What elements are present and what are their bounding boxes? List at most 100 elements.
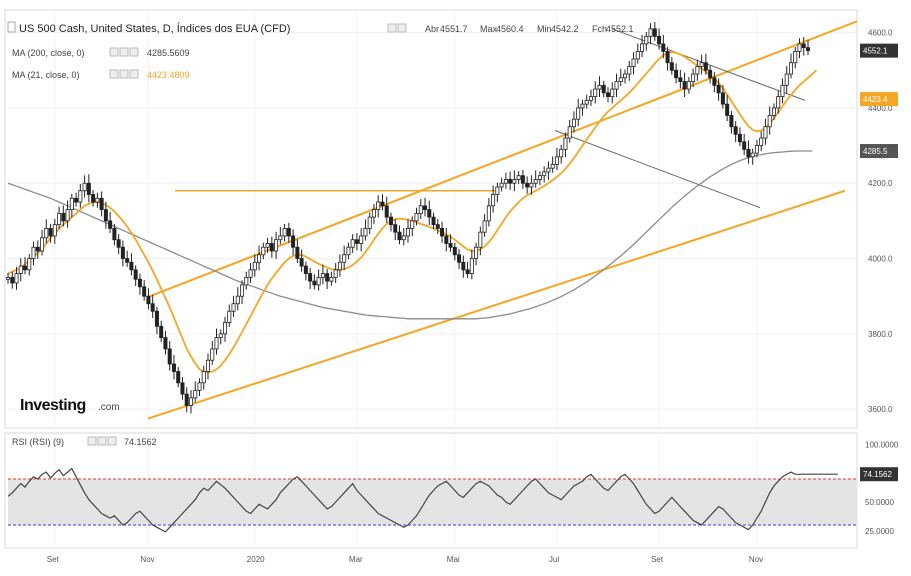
candle-body [325, 273, 330, 282]
close-value: 4552.1 [606, 24, 634, 34]
collapse-icon[interactable] [7, 21, 16, 33]
ma200-line [7, 150, 813, 320]
candle-body [478, 231, 483, 248]
open-value: 4551.7 [440, 24, 468, 34]
candle-body [529, 182, 534, 188]
candle-body [248, 269, 253, 278]
settings-box-icon[interactable] [129, 47, 139, 57]
candle-body [559, 148, 564, 158]
candle-body [235, 295, 240, 305]
settings-box-icon[interactable] [387, 23, 397, 33]
candle-body [746, 148, 751, 158]
candle-body [44, 228, 49, 239]
candle-body [108, 220, 113, 229]
candle-body [520, 175, 525, 184]
high-label: Max [480, 24, 498, 34]
open-label: Abr [425, 24, 439, 34]
candle-body [691, 73, 696, 82]
candle-body [65, 209, 70, 222]
instrument-title: US 500 Cash, United States, D, Índices d… [19, 22, 290, 35]
settings-box-icon[interactable] [129, 69, 139, 79]
candle-body [350, 239, 355, 248]
ma21-label: MA (21, close, 0) [12, 70, 80, 80]
candle-body [554, 156, 559, 165]
candle-body [91, 194, 96, 203]
candle-body [252, 261, 257, 271]
candle-body [703, 62, 708, 71]
ma200-badge: 4285.5 [863, 147, 888, 156]
time-tick-label: Set [651, 555, 664, 564]
candle-body [146, 295, 151, 305]
candle-body [176, 371, 181, 384]
rsi-neutral-band [8, 479, 857, 525]
candle-body [120, 246, 125, 259]
settings-box-icon[interactable] [87, 436, 97, 446]
candle-body [618, 77, 623, 82]
candle-body [167, 348, 172, 365]
price-tick-label: 4200.0 [868, 179, 893, 188]
candle-body [342, 254, 347, 263]
candle-body [18, 265, 23, 275]
candle-body [414, 212, 419, 222]
candle-body [388, 216, 393, 226]
candle-body [482, 220, 487, 233]
candle-body [767, 115, 772, 128]
settings-box-icon[interactable] [109, 47, 119, 57]
candle-body [129, 261, 134, 271]
candle-body [184, 393, 189, 406]
price-panel-frame [4, 9, 858, 429]
settings-box-icon[interactable] [397, 23, 407, 33]
rsi-line [7, 467, 838, 533]
settings-box-icon[interactable] [119, 47, 129, 57]
candle-body [201, 371, 206, 384]
candle-body [308, 273, 313, 282]
candle-body [720, 92, 725, 105]
candle-body [486, 205, 491, 222]
candle-body [567, 126, 572, 139]
ma200-value: 4285.5609 [147, 48, 190, 58]
rsi-badge-bg [860, 467, 898, 482]
settings-box-icon[interactable] [107, 436, 117, 446]
candle-body [137, 278, 142, 288]
candle-body [474, 246, 479, 259]
candle-body [695, 66, 700, 75]
candle-body [418, 205, 423, 214]
candle-body [682, 81, 687, 90]
candle-body [801, 43, 806, 49]
low-label: Min [537, 24, 552, 34]
settings-box-icon[interactable] [109, 69, 119, 79]
candle-body [397, 231, 402, 241]
candle-body [652, 28, 657, 37]
candle-body [116, 239, 121, 248]
candle-body [503, 179, 508, 184]
candle-body [286, 228, 291, 237]
candle-body [61, 212, 66, 222]
candle-body [380, 201, 385, 207]
time-tick-label: Nov [749, 555, 763, 564]
candle-body [316, 276, 321, 286]
candle-body [597, 84, 602, 90]
candle-body [52, 224, 57, 237]
candle-body [346, 246, 351, 256]
settings-box-icon[interactable] [97, 436, 107, 446]
candle-body [359, 235, 364, 244]
settings-box-icon[interactable] [119, 69, 129, 79]
candle-body [299, 258, 304, 267]
candle-body [512, 179, 517, 184]
candle-body [627, 66, 632, 75]
candle-body [227, 310, 232, 323]
candle-body [14, 273, 19, 284]
candle-body [584, 99, 589, 105]
candle-body [469, 258, 474, 275]
candle-body [754, 145, 759, 154]
candle-body [563, 137, 568, 150]
candle-body [197, 382, 202, 391]
candle-body [150, 303, 155, 312]
candle-body [6, 276, 11, 280]
candle-body [69, 197, 74, 210]
ma200-label: MA (200, close, 0) [12, 48, 85, 58]
candle-body [423, 205, 428, 210]
candle-body [320, 273, 325, 278]
